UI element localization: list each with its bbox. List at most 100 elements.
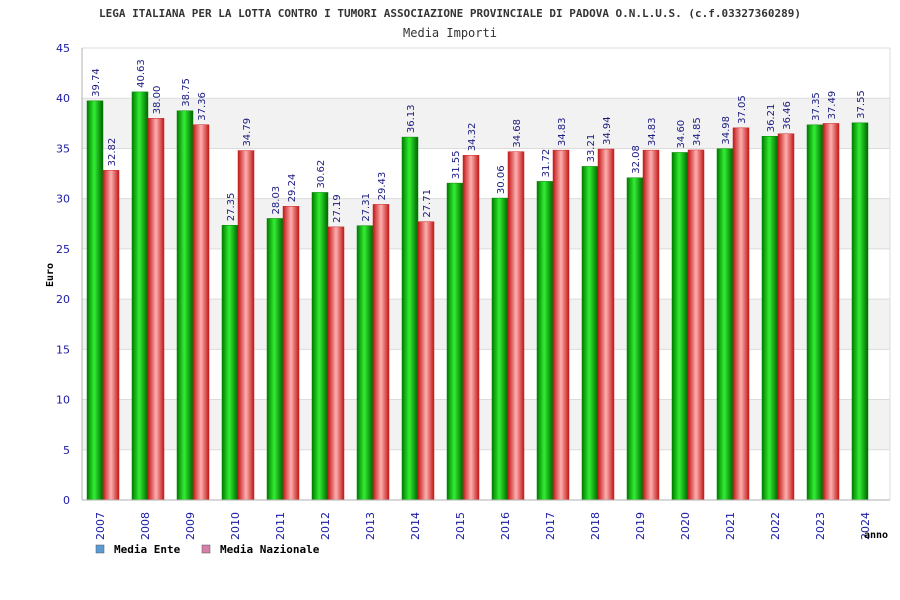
data-label: 27.71 [422,189,433,218]
bar-media-ente [806,124,824,501]
data-label: 37.55 [856,90,867,119]
data-label: 36.13 [406,104,417,133]
data-label: 37.49 [827,91,838,120]
bar-media-ente [176,110,194,501]
data-label: 34.85 [692,117,703,146]
plot-band [82,449,890,500]
chart-subtitle: Media Importi [403,26,497,40]
x-tick-label: 2014 [409,512,422,540]
bar-media-nazionale [777,133,795,501]
x-axis-ticks: 2007 2008 2009 2010 2011 2012 2013 2014 2015 2016… [94,512,872,540]
data-label: 34.60 [676,120,687,149]
data-label: 36.46 [782,101,793,130]
data-label: 27.35 [226,193,237,222]
bar-media-nazionale [282,206,300,501]
bar-media-ente [761,136,779,501]
bar-media-ente [536,181,554,501]
data-label: 40.63 [136,59,147,88]
plot-band [82,148,890,199]
bar-media-ente [671,152,689,501]
bar-media-nazionale [417,221,435,501]
data-label: 30.06 [496,165,507,194]
data-label: 38.00 [152,86,163,115]
plot-band [82,198,890,249]
y-tick-label: 25 [56,243,70,256]
x-tick-label: 2013 [364,512,377,540]
legend: Media Ente Media Nazionale [95,543,320,556]
y-axis-ticks: 0 5 10 15 20 25 30 35 40 45 [56,42,70,507]
x-tick-label: 2023 [814,512,827,540]
y-tick-label: 0 [63,494,70,507]
data-label: 36.21 [766,104,777,133]
data-label: 34.79 [242,118,253,147]
bar-media-ente [86,100,104,501]
data-label: 34.83 [647,118,658,147]
bar-media-nazionale [507,151,525,501]
bar-media-ente [266,218,284,501]
bar-media-ente [716,148,734,501]
x-tick-label: 2011 [274,512,287,540]
bar-media-ente [311,192,329,501]
plot-band [82,248,890,300]
y-tick-label: 15 [56,343,70,356]
x-tick-label: 2007 [94,512,107,540]
plot-band [82,349,890,400]
bar-media-nazionale [327,226,345,501]
data-label: 34.68 [512,119,523,148]
x-tick-label: 2017 [544,512,557,540]
y-tick-label: 5 [63,444,70,457]
data-label: 32.08 [631,145,642,174]
y-tick-label: 20 [56,293,70,306]
plot-band [82,299,890,350]
data-label: 37.05 [737,95,748,124]
bar-media-nazionale [822,123,840,501]
bar-media-ente [131,91,149,501]
x-axis-title: anno [864,530,888,541]
data-label: 27.19 [332,194,343,223]
bar-media-ente [221,225,239,501]
legend-label-media-nazionale: Media Nazionale [220,543,320,556]
bar-media-nazionale [372,204,390,501]
x-tick-label: 2015 [454,512,467,540]
x-tick-label: 2009 [184,512,197,540]
bar-media-nazionale [597,148,615,501]
chart-title: LEGA ITALIANA PER LA LOTTA CONTRO I TUMO… [99,7,801,20]
data-label: 31.55 [451,150,462,179]
data-label: 37.36 [197,92,208,121]
plot-band [82,98,890,149]
x-tick-label: 2018 [589,512,602,540]
bar-media-nazionale [462,155,480,501]
data-label: 34.32 [467,123,478,152]
x-tick-label: 2021 [724,512,737,540]
bar-media-nazionale [687,149,705,501]
y-tick-label: 35 [56,142,70,155]
bar-media-ente [851,122,869,501]
bar-media-ente [626,177,644,501]
data-label: 27.31 [361,193,372,222]
bar-media-ente [446,182,464,501]
bar-media-ente [491,197,509,501]
plot-band [82,48,890,99]
plot-background [82,48,890,500]
bar-media-nazionale [237,150,255,501]
legend-swatch-media-ente [95,544,105,554]
legend-swatch-media-nazionale [201,544,211,554]
bar-media-nazionale [192,124,210,501]
data-labels: 39.74 32.82 40.63 38.00 38.75 37.36 27.35 34.79… [91,59,867,223]
data-label: 39.74 [91,68,102,97]
bar-media-nazionale [732,127,750,501]
y-tick-label: 40 [56,92,70,105]
bar-media-nazionale [147,118,165,501]
data-label: 33.21 [586,134,597,163]
data-label: 38.75 [181,78,192,107]
legend-label-media-ente: Media Ente [114,543,181,556]
x-tick-label: 2010 [229,512,242,540]
x-tick-label: 2019 [634,512,647,540]
data-label: 29.43 [377,172,388,201]
x-tick-label: 2022 [769,512,782,540]
bar-media-ente [401,136,419,501]
x-tick-label: 2024 [859,512,872,540]
plot-band [82,399,890,450]
data-label: 31.72 [541,149,552,178]
